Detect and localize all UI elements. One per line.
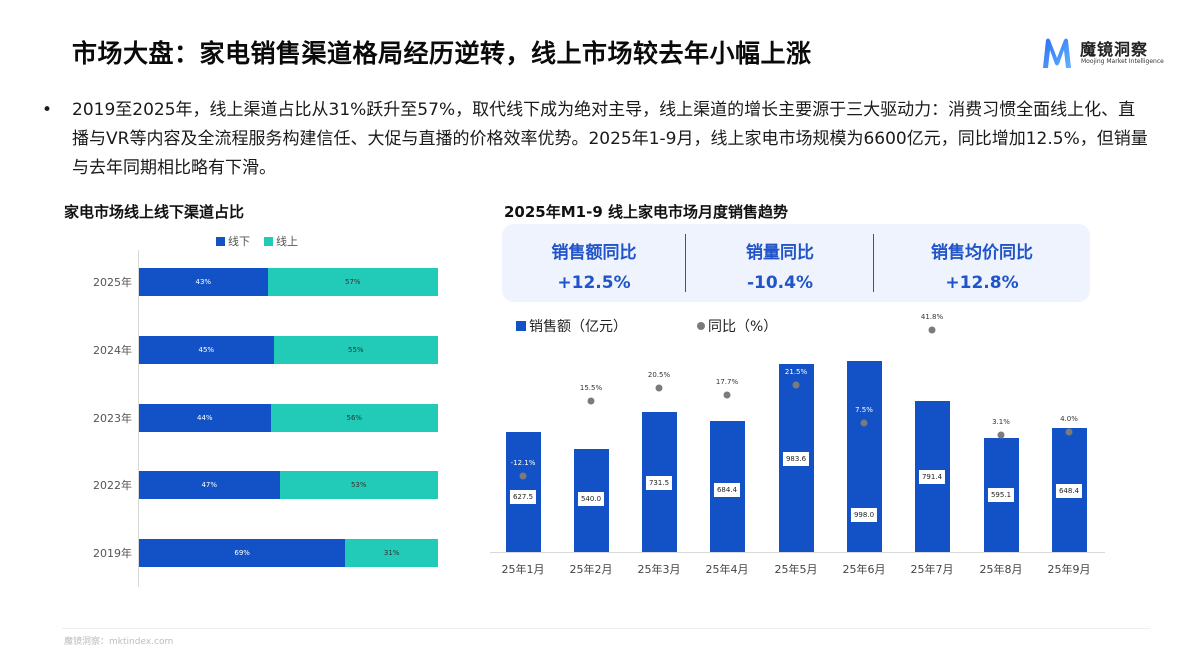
year-label: 2023年 xyxy=(93,412,132,425)
offline-segment: 47% xyxy=(139,471,280,499)
yoy-value-label: 15.5% xyxy=(579,384,603,393)
yoy-value-label: 41.8% xyxy=(920,313,944,321)
month-label: 25年9月 xyxy=(1047,563,1091,576)
offline-swatch-icon xyxy=(216,236,225,246)
kpi-sales-yoy: 销售额同比 +12.5% xyxy=(502,224,686,302)
sales-value-label: 983.6 xyxy=(782,452,810,466)
yoy-value-label: 4.0% xyxy=(1060,415,1078,424)
sales-value-label: 791.4 xyxy=(918,470,946,484)
yoy-value-label: 21.5% xyxy=(784,367,808,376)
footer-divider xyxy=(62,628,1150,629)
yoy-dot-icon xyxy=(997,431,1005,439)
yoy-dot-icon xyxy=(655,384,663,392)
month-label: 25年8月 xyxy=(979,563,1023,576)
kpi-volume-yoy: 销量同比 -10.4% xyxy=(686,224,874,302)
online-segment: 55% xyxy=(273,336,438,364)
yoy-dot-icon xyxy=(1065,428,1073,436)
yoy-dot-icon xyxy=(792,381,800,389)
left-chart-title: 家电市场线上线下渠道占比 xyxy=(64,203,245,221)
sales-value-label: 648.4 xyxy=(1055,484,1083,498)
kpi-label: 销售均价同比 xyxy=(931,243,1033,263)
legend-offline-label: 线下 xyxy=(228,235,250,248)
online-segment: 53% xyxy=(279,471,438,499)
right-chart-legend: 销售额（亿元） 同比（%） xyxy=(516,316,777,336)
sales-value-label: 731.5 xyxy=(645,476,673,490)
footer-source: 魔镜洞察：mktindex.com xyxy=(64,637,174,647)
logo-text-cn: 魔镜洞察 xyxy=(1080,40,1149,59)
year-label: 2024年 xyxy=(93,344,132,357)
yoy-dot-icon xyxy=(519,472,527,480)
month-label: 25年5月 xyxy=(774,563,818,576)
stacked-bar-row: 2025年 43% 57% xyxy=(80,268,440,296)
legend-offline: 线下 xyxy=(216,233,250,249)
kpi-label: 销售额同比 xyxy=(551,243,637,263)
yoy-value-label: 20.5% xyxy=(647,370,671,379)
year-label: 2019年 xyxy=(93,547,132,560)
page-title: 市场大盘：家电销售渠道格局经历逆转，线上市场较去年小幅上涨 xyxy=(72,39,812,68)
yoy-value-label: -12.1% xyxy=(510,459,536,467)
sales-bar xyxy=(846,361,882,552)
offline-segment: 69% xyxy=(139,539,346,567)
yoy-dot-icon xyxy=(723,391,731,399)
kpi-price-yoy: 销售均价同比 +12.8% xyxy=(874,224,1090,302)
sales-value-label: 540.0 xyxy=(577,492,605,506)
month-label: 25年3月 xyxy=(637,563,681,576)
legend-sales: 销售额（亿元） xyxy=(516,316,627,336)
kpi-value: +12.5% xyxy=(557,273,631,293)
stacked-bar-row: 2024年 45% 55% xyxy=(80,336,440,364)
summary-text: 2019至2025年，线上渠道占比从31%跃升至57%，取代线下成为绝对主导，线… xyxy=(72,100,1148,178)
sales-swatch-icon xyxy=(516,321,526,331)
kpi-divider xyxy=(685,234,686,292)
legend-sales-label: 销售额（亿元） xyxy=(529,319,627,335)
legend-online-label: 线上 xyxy=(276,235,298,248)
yoy-dot-icon xyxy=(697,322,705,330)
kpi-value: -10.4% xyxy=(746,273,814,293)
bullet-marker: • xyxy=(42,100,53,120)
left-chart-legend: 线下 线上 xyxy=(216,233,298,249)
month-label: 25年6月 xyxy=(842,563,886,576)
offline-segment: 45% xyxy=(139,336,274,364)
month-label: 25年7月 xyxy=(910,563,954,576)
yoy-dot-icon xyxy=(587,397,595,405)
sales-value-label: 627.5 xyxy=(509,490,537,504)
sales-value-label: 998.0 xyxy=(850,508,878,522)
stacked-bar-row: 2019年 69% 31% xyxy=(80,539,440,567)
month-label: 25年1月 xyxy=(501,563,545,576)
legend-online: 线上 xyxy=(264,233,298,249)
brand-logo: 魔镜洞察 Moojing Market Intelligence xyxy=(1040,34,1165,74)
kpi-panel: 销售额同比 +12.5% 销量同比 -10.4% 销售均价同比 +12.8% xyxy=(502,224,1090,302)
sales-value-label: 684.4 xyxy=(713,483,741,497)
offline-segment: 44% xyxy=(139,404,271,432)
yoy-value-label: 3.1% xyxy=(992,417,1010,426)
online-swatch-icon xyxy=(264,236,273,246)
yoy-value-label: 7.5% xyxy=(855,405,873,414)
kpi-divider xyxy=(873,234,874,292)
kpi-label: 销量同比 xyxy=(746,243,814,263)
legend-yoy: 同比（%） xyxy=(697,316,777,336)
month-label: 25年2月 xyxy=(569,563,613,576)
yoy-dot-icon xyxy=(860,419,868,427)
logo-m-icon xyxy=(1043,38,1071,68)
sales-value-label: 595.1 xyxy=(987,488,1015,502)
right-chart-title: 2025年M1-9 线上家电市场月度销售趋势 xyxy=(504,203,788,221)
offline-segment: 43% xyxy=(139,268,268,296)
online-segment: 57% xyxy=(267,268,438,296)
online-segment: 56% xyxy=(270,404,438,432)
month-label: 25年4月 xyxy=(705,563,749,576)
online-segment: 31% xyxy=(345,539,438,567)
stacked-bar-row: 2022年 47% 53% xyxy=(80,471,440,499)
kpi-value: +12.8% xyxy=(945,273,1019,293)
year-label: 2022年 xyxy=(93,479,132,492)
bar-chart-baseline xyxy=(490,552,1105,553)
yoy-value-label: 17.7% xyxy=(715,378,739,387)
stacked-bar-row: 2023年 44% 56% xyxy=(80,404,440,432)
left-chart-axis xyxy=(138,250,139,587)
yoy-dot-icon xyxy=(928,326,936,334)
year-label: 2025年 xyxy=(93,276,132,289)
legend-yoy-label: 同比（%） xyxy=(708,319,778,335)
logo-text-en: Moojing Market Intelligence xyxy=(1081,58,1164,65)
